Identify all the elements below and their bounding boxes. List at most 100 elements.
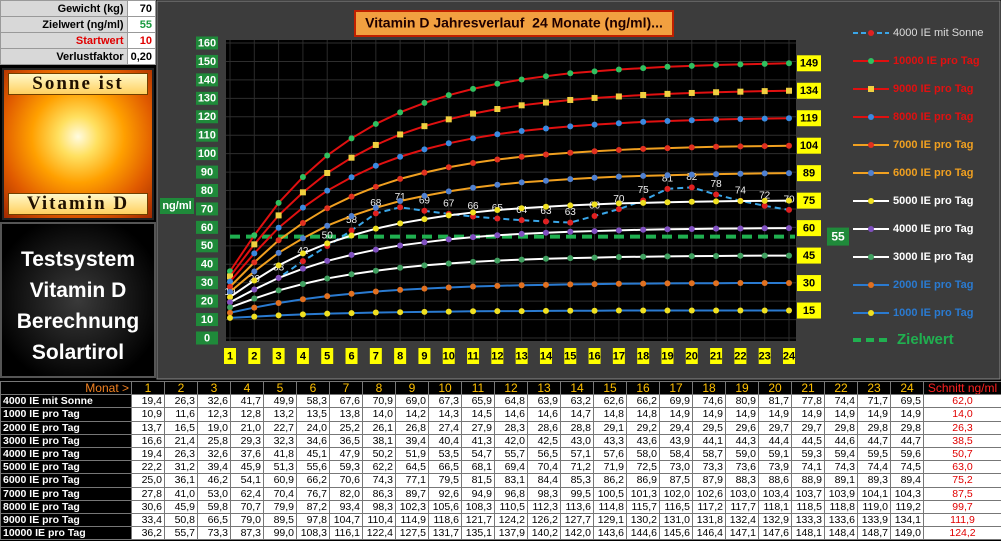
- marker: [786, 225, 792, 232]
- marker: [299, 258, 306, 265]
- marker: [421, 99, 428, 106]
- table-cell: 104,1: [857, 486, 891, 501]
- marker: [713, 116, 720, 123]
- marker: [542, 255, 549, 262]
- marker: [615, 307, 622, 314]
- table-cell: 81,5: [461, 473, 495, 488]
- table-cell: 13,5: [296, 407, 330, 422]
- end-label: 149: [800, 58, 818, 70]
- x-tick-label: 6: [348, 350, 354, 362]
- table-cell: 98,3: [527, 486, 561, 501]
- x-tick-label: 7: [373, 350, 379, 362]
- table-cell: 44,5: [791, 433, 825, 448]
- table-cell: 129,1: [593, 512, 627, 528]
- y-tick-box: [196, 165, 218, 179]
- marker: [421, 146, 428, 153]
- table-cell: 63,9: [527, 394, 561, 409]
- marker: [445, 236, 452, 243]
- table-cell: 10,9: [131, 407, 165, 422]
- marker: [664, 117, 671, 124]
- marker: [397, 175, 404, 182]
- end-label-box: [797, 137, 821, 154]
- marker: [470, 160, 477, 167]
- table-cell: 29,7: [791, 420, 825, 435]
- table-cell: 36,2: [131, 526, 165, 541]
- x-tick-box: [661, 348, 674, 364]
- marker: [494, 282, 501, 289]
- table-cell: 74,4: [857, 460, 891, 475]
- x-tick-label: 19: [661, 350, 673, 362]
- table-header-cell: Schnitt ng/ml: [923, 380, 1001, 396]
- marker: [372, 162, 379, 169]
- chart-title: Vitamin D Jahresverlauf 24 Monate (ng/ml…: [365, 15, 663, 31]
- y-tick-label: 70: [201, 203, 213, 215]
- marker: [421, 285, 428, 292]
- table-cell: 29,6: [725, 420, 759, 435]
- table-cell: 13,8: [329, 407, 363, 422]
- marker: [542, 99, 549, 106]
- table-cell: 28,6: [527, 420, 561, 435]
- table-cell: 70,4: [263, 486, 297, 501]
- legend-marker: [868, 310, 874, 316]
- marker: [567, 307, 574, 314]
- marker: [299, 250, 306, 257]
- marker: [786, 60, 792, 67]
- y-tick-box: [196, 73, 218, 87]
- marker: [494, 232, 501, 239]
- marker: [737, 225, 744, 232]
- table-cell: 53,0: [197, 486, 231, 501]
- table-cell: 72,5: [626, 460, 660, 475]
- y-tick-box: [196, 220, 218, 234]
- table-cell: 49,9: [263, 394, 297, 409]
- marker: [761, 307, 768, 314]
- marker: [786, 197, 792, 204]
- table-cell: 54,7: [461, 446, 495, 462]
- marker: [518, 127, 525, 134]
- legend-label: 6000 IE pro Tag: [893, 167, 974, 179]
- legend-marker: [868, 30, 874, 36]
- y-tick-label: 30: [201, 277, 213, 289]
- table-cell: 110,4: [362, 512, 396, 528]
- table-cell: 14,6: [527, 407, 561, 422]
- table-cell: 59,0: [725, 446, 759, 462]
- table-cell: 14,8: [593, 407, 627, 422]
- marker: [591, 68, 598, 75]
- data-label: 68: [370, 198, 382, 209]
- table-cell: 146,4: [692, 526, 726, 541]
- marker: [324, 205, 331, 212]
- marker: [299, 280, 306, 287]
- marker: [640, 118, 647, 125]
- series-line: [229, 89, 790, 278]
- table-cell: 117,2: [692, 499, 726, 514]
- marker: [688, 253, 695, 260]
- table-cell: 50,8: [164, 512, 198, 528]
- x-tick-label: 2: [251, 350, 257, 362]
- table-cell: 59,8: [197, 499, 231, 514]
- system-title-line: Solartirol: [31, 341, 125, 364]
- table-cell: 131,8: [692, 512, 726, 528]
- marker: [470, 283, 477, 290]
- marker: [494, 215, 501, 222]
- table-row: 4000 IE pro Tag 19,4 26,3 32,6 37,6 41,8 45,1 4…: [0, 446, 1001, 462]
- marker: [567, 255, 574, 262]
- marker: [397, 242, 404, 249]
- marker: [445, 260, 452, 267]
- marker: [713, 171, 720, 178]
- end-label-box: [797, 82, 821, 99]
- x-tick-box: [248, 348, 261, 364]
- marker: [615, 173, 622, 180]
- x-tick-label: 13: [516, 350, 528, 362]
- legend-marker: [868, 114, 874, 120]
- series-line: [229, 199, 790, 298]
- marker: [761, 60, 768, 67]
- marker: [251, 250, 258, 257]
- table-cell: 60,9: [263, 473, 297, 488]
- table-cell: 14,8: [626, 407, 660, 422]
- table-cell: 80,9: [725, 394, 759, 409]
- x-tick-box: [685, 348, 698, 364]
- y-tick-label: 150: [198, 56, 216, 68]
- table-cell: 34,6: [296, 433, 330, 448]
- marker: [275, 224, 282, 231]
- table-cell: 13,2: [263, 407, 297, 422]
- x-tick-box: [564, 348, 577, 364]
